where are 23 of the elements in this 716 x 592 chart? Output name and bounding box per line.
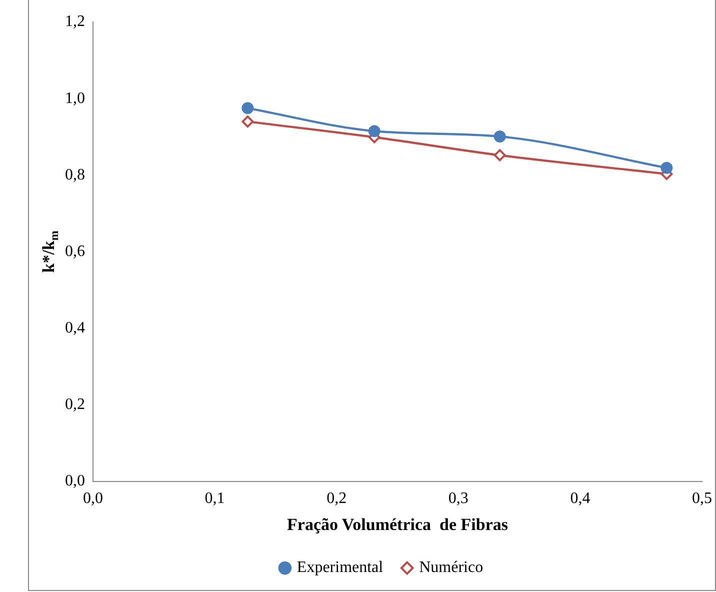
point (368, 125, 380, 138)
x-tick-label: 0,5 (692, 490, 712, 508)
legend-label: Experimental (296, 559, 384, 576)
y-tick-label: 0,8 (65, 166, 85, 184)
y-tick-label: 0,0 (65, 472, 85, 490)
x-tick-label: 0,0 (83, 490, 103, 508)
y-tick-label: 0,6 (65, 242, 85, 260)
x-tick-label: 0,4 (570, 490, 590, 508)
point (242, 102, 254, 114)
legend-label: Numérico (419, 559, 484, 576)
y-tick-label: 0,4 (65, 319, 85, 336)
y-tick-label: 0,2 (65, 396, 85, 414)
x-tick-label: 0,2 (326, 490, 347, 508)
point (242, 116, 254, 128)
x-axis-title: Fração Volumétrica de Fibras (287, 515, 508, 534)
point (494, 130, 506, 142)
x-tick-label: 0,1 (204, 490, 225, 508)
point (494, 149, 506, 162)
y-axis-title: k*/km (39, 230, 61, 273)
y-tick-label: 1,0 (65, 90, 85, 107)
point (660, 162, 673, 174)
x-tick-label: 0,3 (448, 490, 468, 508)
y-tick-label: 1,2 (65, 13, 85, 30)
